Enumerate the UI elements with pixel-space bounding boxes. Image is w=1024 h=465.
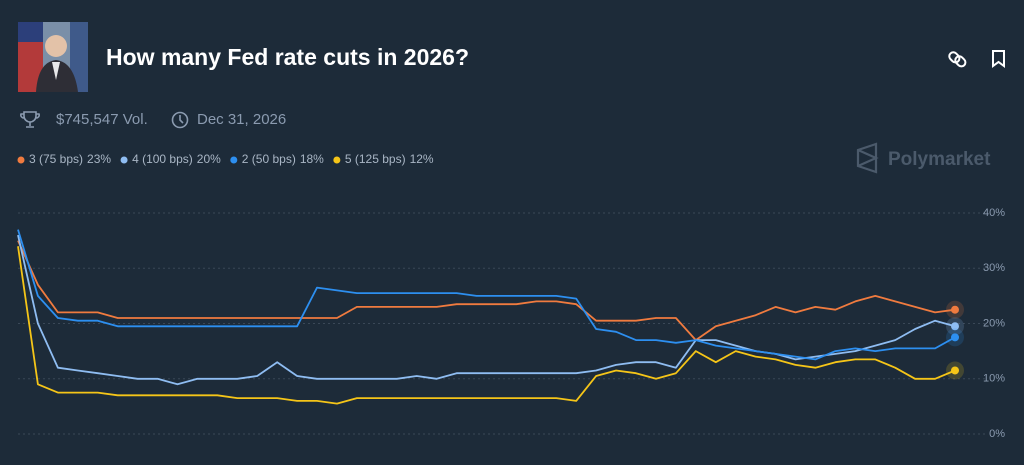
legend-dot <box>333 156 341 164</box>
series-line <box>17 234 956 386</box>
legend-name: 5 (125 bps) <box>345 152 406 166</box>
y-tick-label: 30% <box>983 262 1005 274</box>
series-line <box>17 229 956 361</box>
end-dot <box>951 333 959 342</box>
title: How many Fed rate cuts in 2026? <box>106 44 469 70</box>
y-tick-label: 10% <box>983 373 1005 385</box>
legend-dot <box>17 156 25 164</box>
brand: Polymarket <box>888 149 991 170</box>
bookmark-icon[interactable] <box>992 50 1005 68</box>
trophy-icon <box>20 111 40 128</box>
link-icon[interactable] <box>948 51 967 68</box>
legend-name: 2 (50 bps) <box>242 152 296 166</box>
legend-value: 12% <box>410 152 434 166</box>
series-line <box>17 240 956 341</box>
volume: $745,547 Vol. <box>56 111 148 128</box>
y-tick-label: 20% <box>983 317 1005 329</box>
thumbnail <box>18 22 88 92</box>
brand-logo <box>856 142 879 174</box>
end-dot <box>951 305 959 314</box>
end-dot <box>951 366 959 375</box>
legend-value: 18% <box>300 152 324 166</box>
legend-dot <box>120 156 128 164</box>
legend-value: 23% <box>87 152 111 166</box>
y-tick-label: 0% <box>989 428 1005 440</box>
end-dot <box>951 322 959 331</box>
legend-dot <box>230 156 238 164</box>
legend-value: 20% <box>197 152 221 166</box>
end-date: Dec 31, 2026 <box>197 111 286 128</box>
legend-name: 4 (100 bps) <box>132 152 193 166</box>
series-line <box>17 246 956 405</box>
y-tick-label: 40% <box>983 207 1005 219</box>
clock-icon <box>171 111 189 129</box>
legend-name: 3 (75 bps) <box>29 152 83 166</box>
